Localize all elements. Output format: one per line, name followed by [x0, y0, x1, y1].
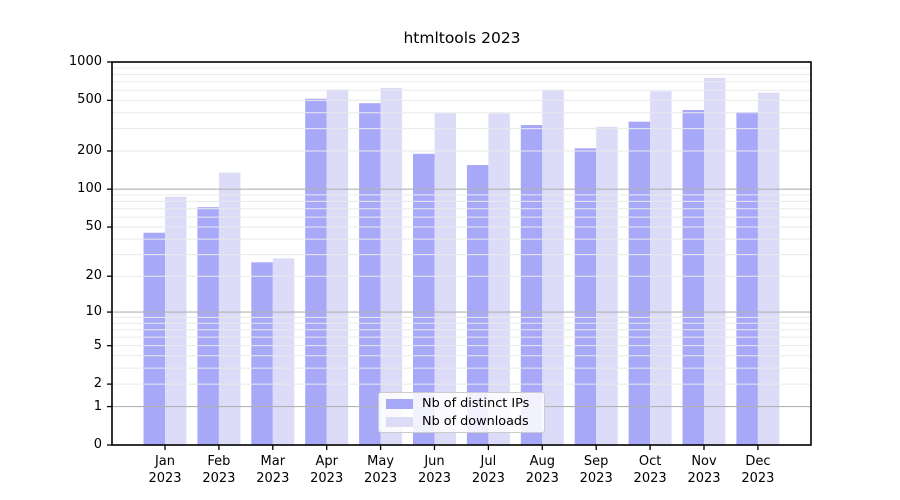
x-tick-label-apr: Apr 2023: [310, 454, 344, 486]
x-tick-label-sep: Sep 2023: [579, 454, 613, 486]
x-tick-label-feb: Feb 2023: [202, 454, 236, 486]
bar-distinct-ips-feb: [197, 207, 219, 445]
legend-label-distinct-ips: Nb of distinct IPs: [422, 396, 530, 411]
bar-downloads-apr: [326, 89, 349, 446]
bar-distinct-ips-oct: [628, 121, 651, 445]
x-tick-label-mar: Mar 2023: [256, 454, 290, 486]
bar-downloads-oct: [650, 91, 672, 445]
bar-distinct-ips-sep: [574, 148, 597, 445]
bar-distinct-ips-aug: [520, 125, 543, 446]
x-tick-label-jul: Jul 2023: [471, 454, 505, 486]
bar-downloads-jul: [488, 113, 510, 446]
bar-downloads-sep: [596, 126, 618, 445]
legend-row-downloads: Nb of downloads: [386, 414, 544, 429]
bar-downloads-aug: [542, 89, 564, 445]
legend: Nb of distinct IPs Nb of downloads: [378, 392, 545, 433]
y-tick-label-5: 5: [93, 337, 102, 353]
legend-label-downloads: Nb of downloads: [422, 414, 529, 429]
x-tick-label-aug: Aug 2023: [525, 454, 559, 486]
x-tick-label-jun: Jun 2023: [417, 454, 452, 486]
y-tick-label-50: 50: [85, 219, 102, 235]
legend-row-distinct-ips: Nb of distinct IPs: [386, 396, 544, 411]
legend-swatch-distinct-ips: [386, 398, 413, 409]
bar-distinct-ips-dec: [736, 112, 758, 445]
bar-downloads-mar: [272, 258, 295, 445]
y-tick-label-1000: 1000: [68, 54, 102, 69]
y-tick-label-20: 20: [85, 268, 102, 284]
bar-distinct-ips-apr: [305, 98, 327, 445]
bar-downloads-nov: [704, 77, 726, 445]
bar-downloads-feb: [218, 172, 241, 446]
y-tick-label-0: 0: [93, 437, 102, 452]
bar-downloads-dec: [757, 92, 780, 445]
y-tick-label-200: 200: [77, 143, 102, 158]
bar-distinct-ips-jul: [466, 165, 489, 445]
y-tick-label-10: 10: [85, 304, 102, 320]
bar-distinct-ips-nov: [682, 110, 704, 445]
x-tick-label-may: May 2023: [364, 454, 398, 486]
y-tick-label-100: 100: [77, 181, 102, 197]
bar-downloads-jun: [434, 112, 456, 445]
y-tick-label-500: 500: [77, 92, 102, 108]
axes-frame: [111, 61, 812, 446]
chart-title: htmltools 2023: [403, 29, 521, 47]
x-tick-label-nov: Nov 2023: [687, 454, 721, 486]
bar-downloads-jan: [165, 196, 187, 445]
bar-distinct-ips-jan: [143, 232, 165, 445]
x-tick-label-jan: Jan 2023: [148, 454, 182, 486]
x-tick-label-dec: Dec 2023: [741, 454, 775, 486]
x-tick-label-oct: Oct 2023: [633, 454, 667, 486]
y-tick-label-1: 1: [93, 398, 102, 414]
legend-swatch-downloads: [386, 416, 413, 427]
bar-distinct-ips-mar: [251, 262, 273, 445]
y-tick-label-2: 2: [93, 376, 102, 392]
